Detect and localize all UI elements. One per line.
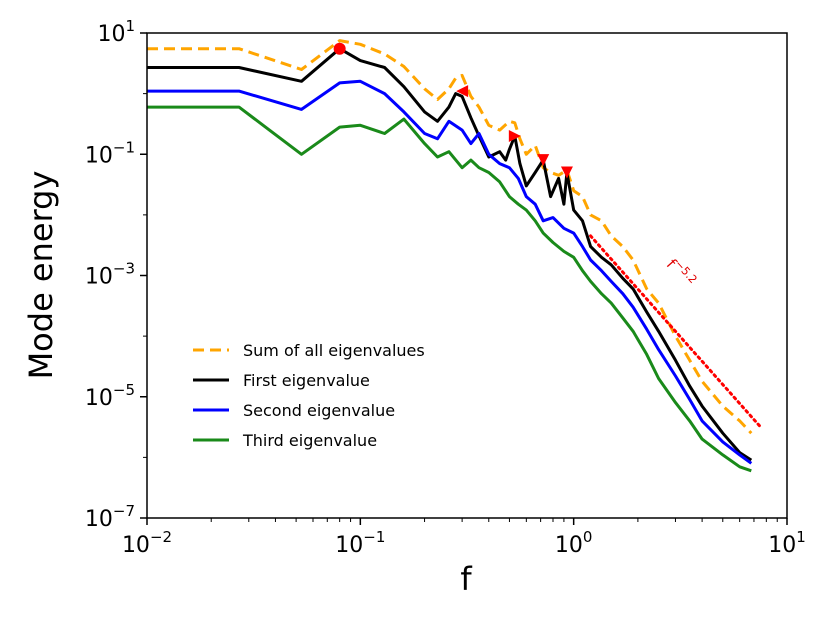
y-tick-exponent: −1	[113, 138, 135, 156]
x-tick-exponent: −1	[363, 528, 385, 546]
y-tick-label: 10−7	[85, 502, 135, 532]
legend: Sum of all eigenvalues First eigenvalue Se…	[193, 341, 425, 450]
peak-marker-2	[456, 85, 469, 98]
legend-label-4: Third eigenvalue	[242, 431, 377, 450]
y-tick-label: 10−5	[85, 381, 135, 411]
y-tick-base: 10	[85, 265, 113, 290]
legend-label-2: First eigenvalue	[243, 371, 370, 390]
y-tick-label: 10−1	[85, 138, 135, 168]
x-tick-label: 10−1	[335, 528, 385, 558]
y-tick-base: 10	[85, 507, 113, 532]
x-tick-label: 10−2	[122, 528, 172, 558]
plot-background	[147, 33, 787, 518]
series-line-3	[147, 79, 753, 465]
x-tick-exponent: −2	[150, 528, 172, 546]
markers-layer	[333, 42, 573, 179]
x-axis-label: f	[460, 560, 472, 598]
y-tick-base: 10	[85, 386, 113, 411]
plot-area: f−5.2	[146, 32, 788, 519]
x-tick-exponent: 1	[796, 528, 806, 546]
x-tick-base: 10	[768, 533, 796, 558]
y-tick-exponent: 1	[125, 17, 135, 35]
x-tick-base: 10	[555, 533, 583, 558]
series-line-2	[147, 47, 753, 462]
y-tick-exponent: −7	[113, 502, 135, 520]
x-tick-label: 101	[768, 528, 806, 558]
y-tick-base: 10	[97, 22, 125, 47]
y-tick-label: 10−3	[85, 260, 135, 290]
peak-marker-4	[537, 154, 550, 167]
x-tick-label: 100	[555, 528, 593, 558]
x-tick-exponent: 0	[583, 528, 593, 546]
y-tick-label: 101	[97, 17, 135, 47]
legend-label-3: Second eigenvalue	[243, 401, 395, 420]
y-tick-exponent: −3	[113, 260, 135, 278]
legend-label-1: Sum of all eigenvalues	[243, 341, 425, 360]
peak-marker-1	[333, 42, 346, 55]
series-layer	[147, 39, 753, 473]
series-line-1	[147, 39, 753, 435]
peak-marker-3	[508, 130, 521, 143]
y-axis-label: Mode energy	[22, 171, 60, 380]
x-axis: 10−2 10−1 100 101	[122, 518, 806, 558]
y-tick-base: 10	[85, 143, 113, 168]
y-tick-exponent: −5	[113, 381, 135, 399]
x-tick-base: 10	[335, 533, 363, 558]
reference-slope-line	[589, 234, 762, 429]
series-line-4	[147, 105, 752, 473]
peak-marker-5	[560, 166, 573, 179]
x-tick-base: 10	[122, 533, 150, 558]
